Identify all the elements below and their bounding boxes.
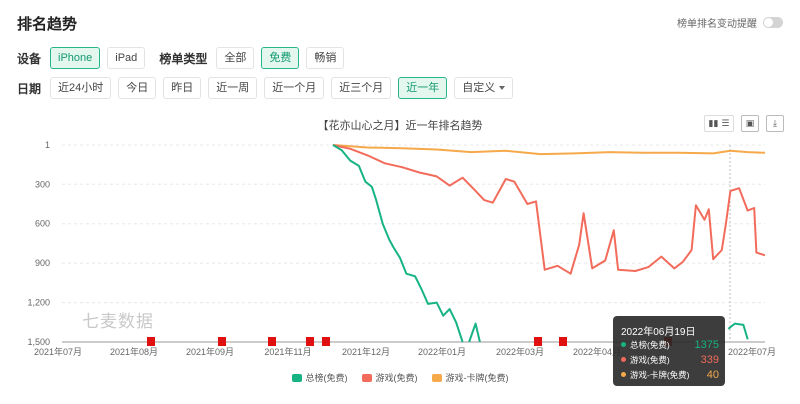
device-label: 设备 [17, 51, 42, 66]
date-3months-chip[interactable]: 近三个月 [331, 77, 392, 99]
chart-tooltip: 2022年06月19日 总榜(免费) 1375 游戏(免费) 339 游戏-卡牌… [613, 316, 725, 386]
list-icon[interactable]: ☰ [721, 118, 730, 128]
tooltip-series-name: 总榜(免费) [630, 339, 670, 350]
series-line-1 [332, 144, 766, 275]
tooltip-value: 339 [700, 353, 719, 366]
x-tick-label: 2022年01月 [418, 346, 466, 357]
chart-title: 【花亦山心之月】近一年排名趋势 [317, 120, 483, 132]
date-label: 日期 [17, 81, 42, 96]
watermark: 七麦数据 [82, 312, 154, 331]
y-tick-label: 1,200 [27, 298, 50, 308]
chart-type-all-chip[interactable]: 全部 [216, 47, 255, 69]
event-marker-icon [218, 337, 226, 346]
image-icon[interactable]: ▣ [741, 115, 759, 132]
x-tick-label: 2022年03月 [496, 346, 544, 357]
tooltip-date: 2022年06月19日 [621, 327, 696, 338]
chart-type-free-chip[interactable]: 免费 [261, 47, 300, 69]
event-marker-icon [147, 337, 155, 346]
x-tick-label: 2021年08月 [110, 346, 158, 357]
date-yesterday-chip[interactable]: 昨日 [163, 77, 202, 99]
y-tick-label: 300 [35, 179, 50, 189]
device-iphone-chip[interactable]: iPhone [50, 47, 101, 69]
tooltip-row: 总榜(免费) 1375 [621, 338, 719, 351]
event-marker-icon [322, 337, 330, 346]
chart-type-label: 榜单类型 [159, 51, 208, 66]
event-marker-icon [306, 337, 314, 346]
date-month-chip[interactable]: 近一个月 [264, 77, 325, 99]
y-tick-label: 600 [35, 219, 50, 229]
y-tick-label: 1,500 [27, 337, 50, 347]
legend-item-games[interactable]: 游戏(免费) [361, 371, 418, 384]
legend-label: 游戏(免费) [375, 373, 418, 383]
y-tick-label: 1 [45, 140, 50, 150]
device-filter-row: 设备 iPhone iPad 榜单类型 全部 免费 畅销 [17, 47, 351, 69]
tooltip-row: 游戏(免费) 339 [621, 353, 719, 366]
y-tick-label: 900 [35, 258, 50, 268]
rank-change-alert-toggle[interactable]: 榜单排名变动提醒 [677, 15, 783, 30]
series-line-0-segment [468, 322, 481, 343]
custom-label: 自定义 [462, 82, 496, 94]
series-line-2 [332, 144, 766, 156]
tooltip-series-name: 游戏-卡牌(免费) [630, 369, 690, 380]
x-tick-label: 2022年04月 [573, 346, 621, 357]
x-tick-label: 2021年09月 [186, 346, 234, 357]
view-switch: ▮▮ ☰ [704, 115, 734, 132]
chart-tools: ▮▮ ☰ ▣ ⤓ [704, 115, 784, 132]
date-filter-row: 日期 近24小时 今日 昨日 近一周 近一个月 近三个月 近一年 自定义 [17, 77, 520, 99]
x-tick-label: 2022年07月 [728, 346, 776, 357]
chart-legend: 总榜(免费) 游戏(免费) 游戏-卡牌(免费) [0, 371, 800, 384]
legend-swatch [291, 373, 302, 382]
download-icon[interactable]: ⤓ [766, 115, 784, 132]
event-marker-icon [559, 337, 567, 346]
bar-chart-icon[interactable]: ▮▮ [708, 118, 719, 128]
device-ipad-chip[interactable]: iPad [107, 47, 146, 69]
legend-item-card-games[interactable]: 游戏-卡牌(免费) [431, 371, 509, 384]
event-marker-icon [268, 337, 276, 346]
event-marker-icon [534, 337, 542, 346]
date-week-chip[interactable]: 近一周 [208, 77, 258, 99]
legend-swatch [361, 373, 372, 382]
tooltip-series-name: 游戏(免费) [630, 354, 670, 365]
legend-swatch [431, 373, 442, 382]
legend-label: 游戏-卡牌(免费) [445, 373, 509, 383]
toggle-label: 榜单排名变动提醒 [677, 19, 757, 30]
tooltip-value: 1375 [694, 338, 719, 351]
date-custom-dropdown[interactable]: 自定义 [454, 77, 514, 99]
page-title: 排名趋势 [17, 16, 78, 33]
x-tick-label: 2021年11月 [264, 346, 311, 357]
tooltip-dot [621, 342, 626, 347]
x-tick-label: 2021年07月 [34, 346, 82, 357]
tooltip-value: 40 [706, 368, 719, 381]
tooltip-dot [621, 372, 626, 377]
date-year-chip[interactable]: 近一年 [398, 77, 448, 99]
tooltip-row: 游戏-卡牌(免费) 40 [621, 368, 719, 381]
series-line-0-tail [727, 322, 749, 340]
chart-type-grossing-chip[interactable]: 畅销 [306, 47, 345, 69]
date-today-chip[interactable]: 今日 [118, 77, 157, 99]
x-tick-label: 2021年12月 [342, 346, 390, 357]
chevron-down-icon [499, 86, 506, 91]
tooltip-dot [621, 357, 626, 362]
series-line-0 [332, 144, 464, 343]
legend-item-total[interactable]: 总榜(免费) [291, 371, 348, 384]
date-24h-chip[interactable]: 近24小时 [50, 77, 112, 99]
legend-label: 总榜(免费) [305, 373, 348, 383]
toggle-switch[interactable] [763, 17, 783, 28]
toggle-knob [764, 18, 773, 27]
